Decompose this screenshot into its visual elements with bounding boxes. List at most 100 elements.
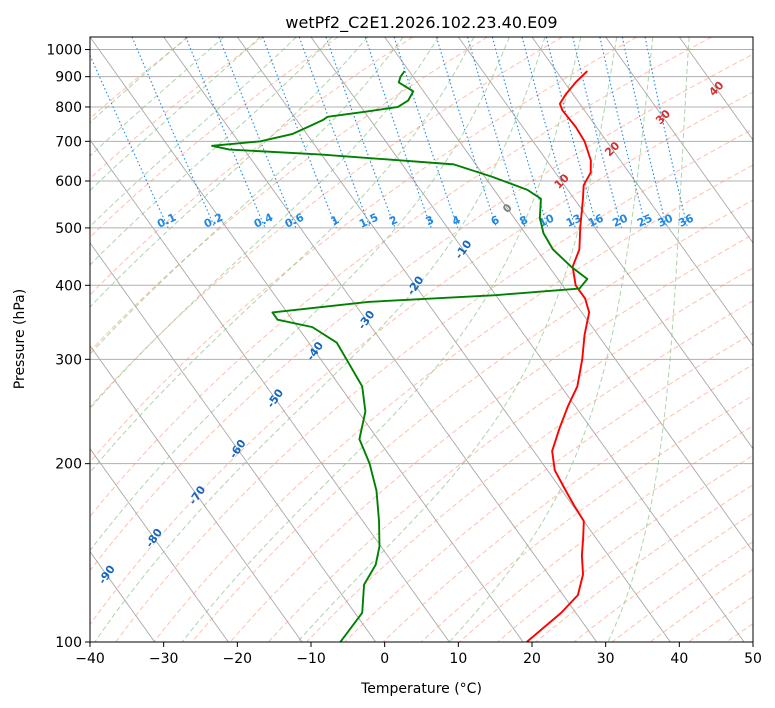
dry-adiabat-line <box>90 91 753 626</box>
dry-adiabat-line <box>115 128 753 642</box>
isotherm-label: 20 <box>602 139 622 159</box>
moist-adiabat-line <box>90 37 225 157</box>
moist-adiabat-line <box>94 37 546 642</box>
isotherm-line <box>163 37 598 642</box>
x-tick-label: 40 <box>670 651 688 667</box>
mixing-ratio-label: 4 <box>450 213 463 228</box>
adiabat-label: -100 <box>46 596 73 626</box>
x-axis-label: Temperature (°C) <box>360 681 482 697</box>
dry-adiabat-line <box>611 541 753 642</box>
isotherm-line <box>752 37 753 38</box>
adiabat-label: -60 <box>227 437 249 461</box>
x-tick-label: 20 <box>523 651 541 667</box>
isotherm-line <box>531 37 753 347</box>
x-tick-label: −20 <box>223 651 253 667</box>
y-tick-label: 900 <box>55 70 82 86</box>
mixing-ratio-line <box>572 37 623 229</box>
moist-adiabat-line <box>90 37 439 410</box>
isotherm-line <box>0 37 7 642</box>
dry-adiabat-line <box>765 37 775 642</box>
y-tick-label: 100 <box>55 635 82 651</box>
isotherm-line <box>605 37 753 244</box>
dry-adiabat-line <box>153 164 753 642</box>
dry-adiabat-line <box>649 568 753 642</box>
dry-adiabat-line <box>459 425 753 642</box>
x-tick-label: 10 <box>449 651 467 667</box>
isotherm-line <box>310 37 745 642</box>
dry-adiabat-line <box>688 596 753 642</box>
mixing-ratio-line <box>131 37 216 229</box>
mixing-ratio-line <box>521 37 576 229</box>
isotherm-label: 10 <box>552 171 572 191</box>
mixing-ratio-line <box>325 37 396 229</box>
dry-adiabat-line <box>420 394 753 642</box>
dry-adiabat-line <box>90 37 190 120</box>
mixing-ratio-label: 8 <box>517 213 529 228</box>
moist-adiabat-line <box>607 37 690 642</box>
dry-adiabat-line <box>90 37 563 408</box>
mixing-ratio-line <box>262 37 337 229</box>
y-tick-label: 500 <box>55 221 82 237</box>
dry-adiabat-line <box>90 37 339 238</box>
adiabat-label: -10 <box>452 237 474 261</box>
mixing-ratio-label: 16 <box>586 211 606 229</box>
x-tick-label: −40 <box>75 651 105 667</box>
y-tick-label: 800 <box>55 100 82 116</box>
mixing-ratio-label: 25 <box>635 212 654 230</box>
dry-adiabat-line <box>90 37 414 296</box>
chart-title: wetPf2_C2E1.2026.102.23.40.E09 <box>285 13 557 33</box>
mixing-ratio-line <box>185 37 266 229</box>
isotherm-line <box>90 242 377 642</box>
adiabat-label: -80 <box>143 526 165 550</box>
dry-adiabat-line <box>90 53 753 572</box>
adiabat-label: -50 <box>264 386 286 410</box>
dry-adiabat-line <box>344 332 753 642</box>
adiabat-label: -20 <box>404 273 426 297</box>
adiabat-label: -30 <box>355 308 377 332</box>
moist-adiabat-line <box>90 37 475 474</box>
adiabat-label: -90 <box>96 563 118 587</box>
adiabat-label: -70 <box>186 483 208 507</box>
moist-adiabat-line <box>90 37 297 228</box>
mixing-ratio-line <box>491 37 549 229</box>
mixing-ratio-line <box>393 37 459 229</box>
mixing-ratio-line <box>621 37 668 229</box>
mixing-ratio-line <box>435 37 498 229</box>
plot-frame <box>89 36 754 643</box>
mixing-ratio-line <box>545 37 598 229</box>
dry-adiabat-line <box>268 267 753 642</box>
y-tick-label: 400 <box>55 278 82 294</box>
background-lines: 0.1 0.2 0.4 0.6 1 1.5 2 3 4 6 8 10 13 16 20 25 30 36-100-… <box>0 37 775 642</box>
temperature-profile-line <box>526 70 592 642</box>
isotherm-line <box>678 37 753 141</box>
mixing-ratio-label: 20 <box>610 211 630 229</box>
mixing-ratio-line <box>466 37 526 229</box>
isotherm-line <box>90 344 303 642</box>
mixing-ratio-label: 36 <box>676 211 696 229</box>
dry-adiabat-line <box>90 37 488 352</box>
isotherm-line <box>457 37 753 450</box>
isotherm-label: 0 <box>500 201 515 216</box>
mixing-ratio-line <box>644 37 689 229</box>
mixing-ratio-label: 30 <box>656 211 676 229</box>
moist-adiabat-line <box>90 37 510 552</box>
mixing-ratio-label: 13 <box>564 212 583 230</box>
mixing-ratio-label: 3 <box>423 213 435 228</box>
x-tick-label: 30 <box>597 651 615 667</box>
isotherm-line <box>90 37 524 642</box>
x-tick-label: 0 <box>380 651 389 667</box>
moist-adiabat-line <box>90 37 261 192</box>
dry-adiabat-line <box>90 37 264 180</box>
mixing-ratio-line <box>364 37 432 229</box>
moist-adiabat-line <box>90 37 369 308</box>
mixing-ratio-line <box>298 37 371 229</box>
moist-adiabat-line <box>90 37 333 266</box>
dry-adiabat-line <box>382 363 753 642</box>
y-tick-label: 300 <box>55 352 82 368</box>
dry-adiabat-line <box>90 37 638 463</box>
moist-adiabat-line <box>181 37 582 642</box>
y-tick-label: 1000 <box>46 43 82 59</box>
moist-adiabat-line <box>90 37 188 124</box>
mixing-ratio-line <box>218 37 297 229</box>
